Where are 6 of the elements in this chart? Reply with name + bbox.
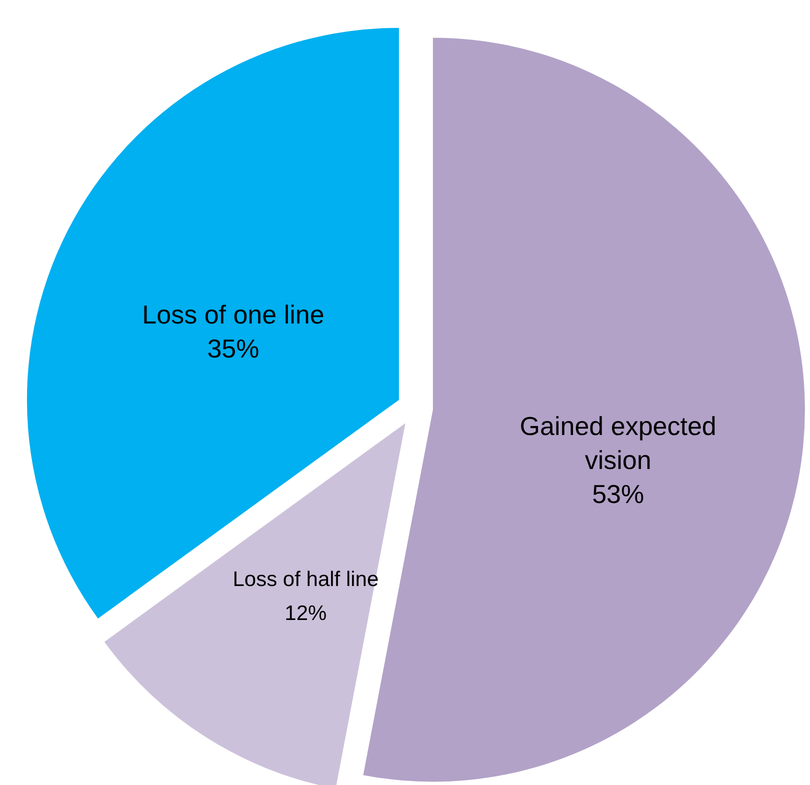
data-label: 12% bbox=[284, 602, 327, 626]
slice-label: Loss of half line bbox=[232, 568, 379, 592]
slice-label: Loss of one line bbox=[142, 299, 324, 330]
data-label: 53% bbox=[592, 479, 644, 510]
slice-label: Gained expected vision bbox=[520, 411, 716, 476]
data-label: 35% bbox=[207, 333, 260, 364]
